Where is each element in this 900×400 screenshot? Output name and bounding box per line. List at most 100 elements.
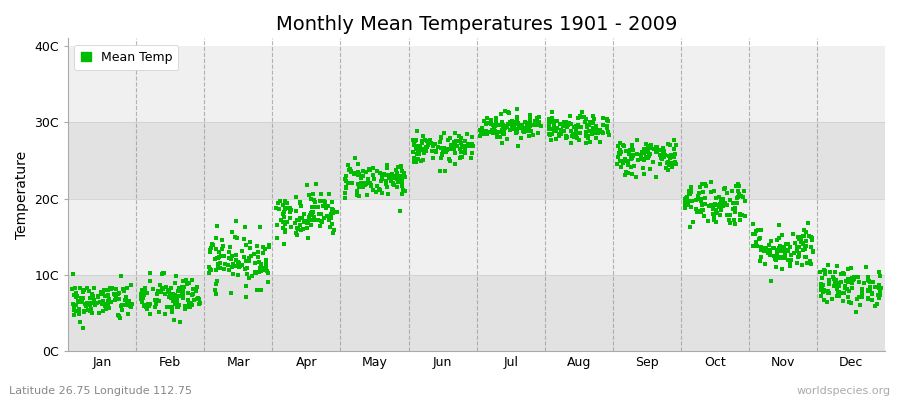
Point bbox=[166, 317, 181, 323]
Point bbox=[612, 150, 626, 156]
Point bbox=[256, 266, 271, 273]
Point bbox=[545, 109, 560, 116]
Point bbox=[507, 126, 521, 132]
Point bbox=[873, 288, 887, 294]
Point bbox=[847, 274, 861, 280]
Point bbox=[158, 311, 172, 318]
Point bbox=[825, 296, 840, 302]
Point bbox=[569, 123, 583, 129]
Point bbox=[306, 190, 320, 197]
Point bbox=[684, 198, 698, 204]
Point bbox=[98, 293, 112, 300]
Point bbox=[177, 306, 192, 312]
Point bbox=[161, 289, 176, 295]
Point bbox=[138, 292, 152, 298]
Point bbox=[388, 172, 402, 179]
Point bbox=[710, 209, 724, 216]
Point bbox=[717, 186, 732, 193]
Point bbox=[520, 126, 535, 132]
Point bbox=[322, 217, 337, 223]
Point bbox=[209, 235, 223, 241]
Point bbox=[512, 123, 526, 130]
Point bbox=[814, 283, 828, 289]
Point bbox=[323, 214, 338, 221]
Point bbox=[428, 141, 442, 147]
Point bbox=[258, 256, 273, 263]
Point bbox=[176, 284, 190, 291]
Point bbox=[569, 131, 583, 137]
Point bbox=[860, 277, 875, 284]
Point bbox=[367, 176, 382, 182]
Point bbox=[96, 286, 111, 293]
Point bbox=[225, 228, 239, 235]
Point bbox=[222, 249, 237, 256]
Point bbox=[70, 298, 85, 305]
Point bbox=[596, 122, 610, 129]
Point bbox=[486, 130, 500, 136]
Point bbox=[637, 146, 652, 152]
Point bbox=[815, 289, 830, 296]
Point bbox=[429, 148, 444, 154]
Point bbox=[473, 132, 488, 139]
Point bbox=[421, 142, 436, 148]
Point bbox=[619, 158, 634, 164]
Point bbox=[600, 123, 615, 129]
Point bbox=[351, 172, 365, 178]
Point bbox=[135, 288, 149, 294]
Point bbox=[191, 295, 205, 301]
Point bbox=[262, 244, 276, 250]
Point bbox=[84, 308, 98, 314]
Point bbox=[698, 195, 713, 201]
Point bbox=[158, 291, 173, 297]
Point bbox=[733, 211, 747, 217]
Point bbox=[294, 227, 309, 233]
Point bbox=[279, 219, 293, 226]
Point bbox=[599, 116, 614, 122]
Point bbox=[473, 126, 488, 133]
Point bbox=[391, 175, 405, 181]
Point bbox=[83, 302, 97, 309]
Point bbox=[176, 294, 190, 301]
Point bbox=[694, 198, 708, 204]
Point bbox=[454, 140, 468, 147]
Point bbox=[171, 284, 185, 291]
Point bbox=[636, 149, 651, 155]
Point bbox=[277, 241, 292, 247]
Point bbox=[280, 205, 294, 211]
Point bbox=[254, 286, 268, 293]
Point bbox=[373, 187, 387, 194]
Point bbox=[497, 130, 511, 137]
Point bbox=[396, 187, 410, 193]
Point bbox=[678, 199, 692, 206]
Point bbox=[458, 147, 473, 153]
Point bbox=[569, 124, 583, 131]
Point bbox=[483, 128, 498, 135]
Point bbox=[172, 293, 186, 299]
Point bbox=[365, 172, 380, 178]
Point bbox=[258, 264, 273, 270]
Point bbox=[439, 146, 454, 153]
Point bbox=[301, 220, 315, 226]
Point bbox=[554, 127, 568, 134]
Point bbox=[783, 262, 797, 269]
Point bbox=[487, 125, 501, 132]
Point bbox=[799, 254, 814, 261]
Point bbox=[559, 133, 573, 140]
Point bbox=[588, 128, 602, 134]
Point bbox=[682, 188, 697, 195]
Point bbox=[499, 122, 513, 129]
Point bbox=[522, 120, 536, 126]
Point bbox=[715, 196, 729, 202]
Point bbox=[242, 274, 256, 281]
Point bbox=[318, 202, 332, 209]
Point bbox=[588, 128, 602, 135]
Point bbox=[708, 202, 723, 208]
Point bbox=[350, 188, 365, 194]
Point bbox=[95, 289, 110, 295]
Point bbox=[135, 292, 149, 299]
Point bbox=[134, 294, 148, 300]
Point bbox=[480, 120, 494, 126]
Point bbox=[778, 252, 792, 259]
Point bbox=[409, 146, 423, 152]
Point bbox=[589, 123, 603, 129]
